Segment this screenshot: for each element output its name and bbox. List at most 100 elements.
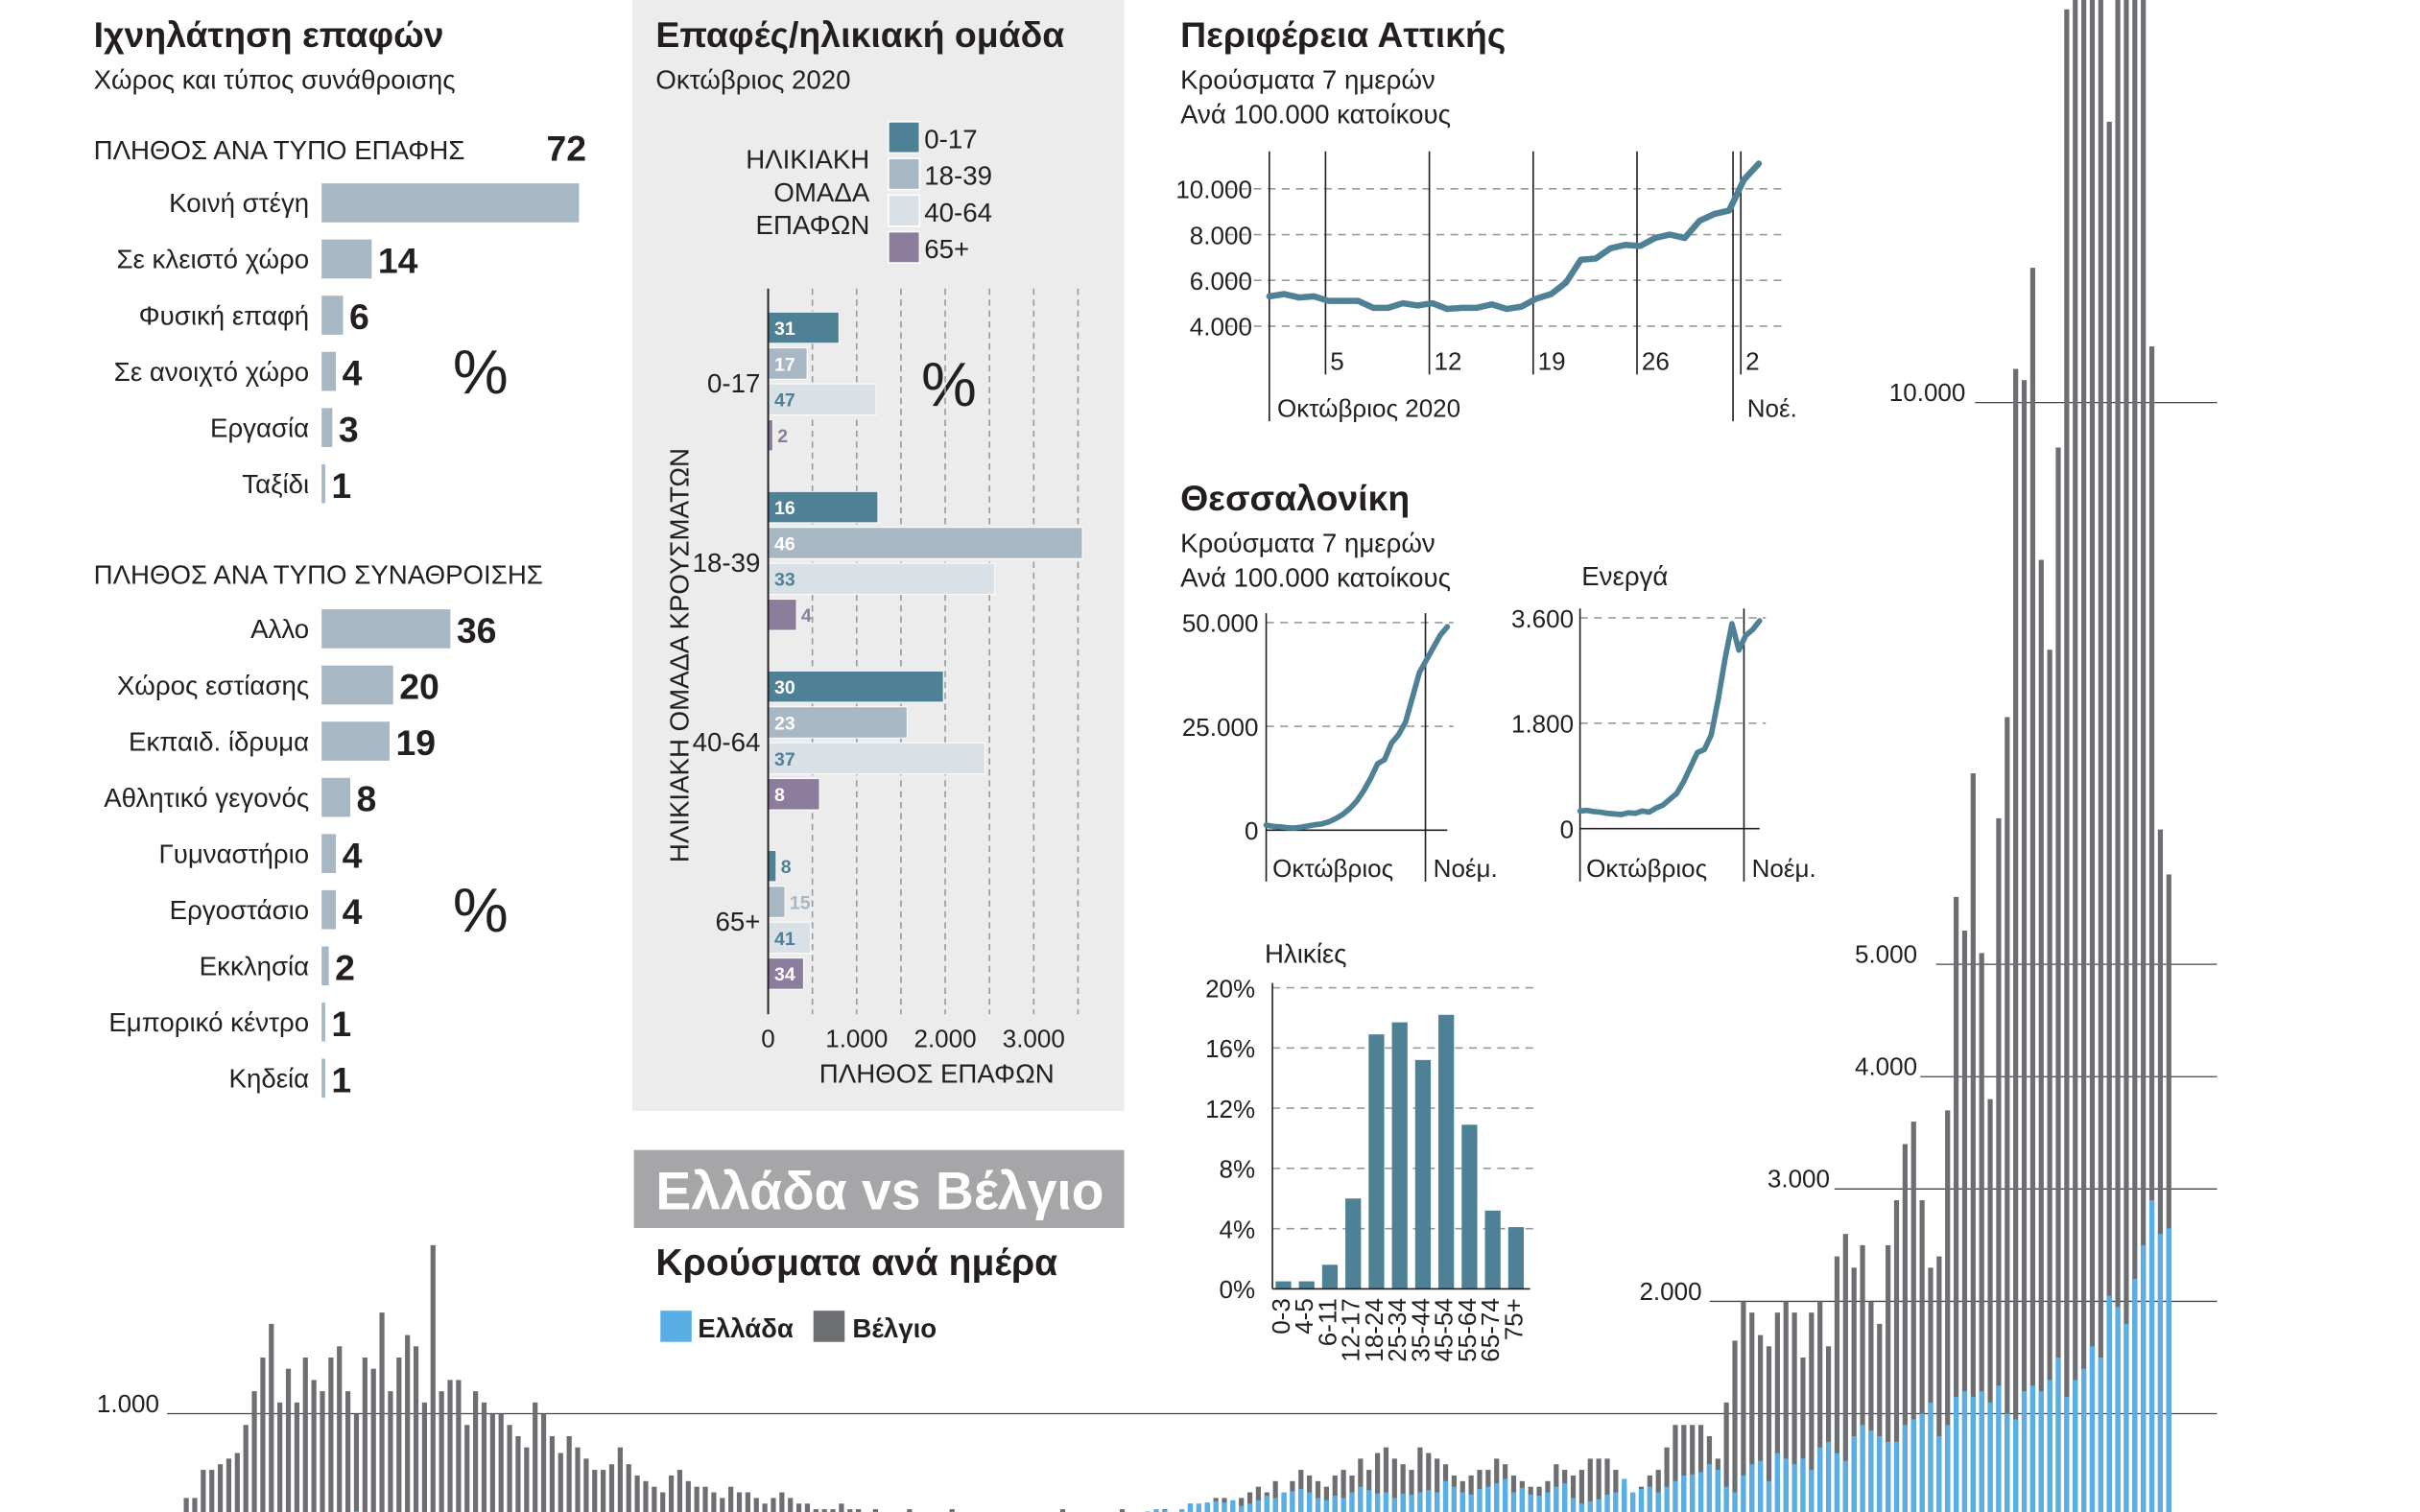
belgium-bar [652,1486,657,1512]
bar-value-label: 36 [457,610,497,650]
greece-bar [1979,1391,1984,1512]
belgium-bar [2148,346,2155,1512]
belgium-bar [1851,1267,1857,1512]
bar-percent-label: 2 [777,426,788,447]
greece-bar [1596,1499,1601,1512]
greece-bar [1562,1483,1568,1512]
belgium-bar [847,1509,853,1512]
month-label: Οκτώβριος 2020 [1277,393,1460,422]
belgium-bar [583,1458,589,1512]
belgium-bar [2166,874,2171,1512]
thessaloniki-subtitle-2: Ανά 100.000 κατοίκους [1180,563,1451,593]
greece-bar [1630,1492,1636,1512]
belgium-bar [1417,1447,1423,1512]
comparison-banner-text: Ελλάδα vs Βέλγιο [655,1161,1103,1220]
greece-bar [1451,1486,1457,1512]
bar [768,921,812,955]
greece-bar [2123,1323,2129,1512]
belgium-bar [2106,121,2112,1512]
belgium-bar [1400,1464,1406,1512]
belgium-bar [320,1391,325,1512]
y-tick-label: 3.600 [1511,604,1574,633]
belgium-bar [533,1402,538,1512]
bar [1484,1210,1501,1289]
greece-bar [2106,1295,2112,1512]
belgium-bar [2098,0,2103,1512]
greece-bar [1230,1500,1236,1512]
belgium-bar [1332,1475,1338,1512]
bar [321,1058,325,1099]
belgium-bar [1391,1458,1397,1512]
y-tick-label: 2.000 [1639,1277,1701,1306]
belgium-bar [1059,1509,1066,1512]
greece-bar [1459,1492,1465,1512]
bar-value-label: 14 [378,241,418,281]
greece-bar [1766,1480,1772,1512]
x-tick-label: 12-17 [1337,1298,1365,1362]
belgium-bar [473,1391,479,1512]
belgium-bar [2021,380,2028,1512]
belgium-bar [311,1380,317,1512]
belgium-bar [634,1475,640,1512]
belgium-bar [676,1470,683,1512]
bar [321,834,337,873]
belgium-bar [1987,1099,1993,1512]
bar-percent-label: 17 [774,354,795,375]
active-cases-title: Ενεργά [1581,561,1668,591]
x-tick-label: 18-24 [1360,1298,1388,1362]
group-label: 40-64 [693,727,761,757]
bar-category-label: Φυσική επαφή [139,300,310,330]
bar-percent-label: 4 [801,605,812,626]
belgium-bar [558,1453,563,1512]
legend-label: 40-64 [924,198,992,227]
legend-label-greece: Ελλάδα [698,1313,794,1343]
greece-bar [2005,1413,2010,1512]
greece-bar [1928,1402,1934,1512]
contacts-age-subtitle: Οκτώβριος 2020 [655,65,850,95]
contact-tracing-title: Ιχνηλάτηση επαφών [94,14,444,55]
belgium-bar [540,1413,547,1512]
belgium-bar [370,1368,376,1512]
group-label: 18-39 [693,548,761,578]
greece-bar [2081,1368,2087,1512]
month-label: Νοέμ. [1752,854,1816,883]
belgium-bar [430,1244,436,1512]
bar [768,562,996,596]
greece-bar [1919,1413,1925,1512]
y-tick-label: 12% [1205,1095,1255,1123]
belgium-bar [1945,1110,1951,1512]
greece-bar [1851,1435,1857,1512]
belgium-bar [685,1480,691,1512]
belgium-bar [515,1435,521,1512]
bar [1414,1059,1432,1289]
bar-category-label: Εργασία [210,413,309,442]
attica-title: Περιφέρεια Αττικής [1180,14,1506,55]
belgium-bar [225,1458,232,1512]
greece-bar [1673,1480,1678,1512]
contacts-age-x-axis-label: ΠΛΗΘΟΣ ΕΠΑΦΩΝ [819,1059,1055,1089]
greece-bar [1153,1509,1159,1512]
greece-bar [1570,1498,1577,1512]
belgium-bar [2089,0,2096,1512]
belgium-bar [1886,1244,1891,1512]
greece-bar [1502,1478,1508,1512]
belgium-bar [2073,0,2078,1512]
belgium-bar [209,1470,215,1512]
greece-bar [1996,1385,2002,1512]
belgium-bar [2115,0,2121,1512]
attica-line [1266,160,1763,313]
greece-bar [1179,1509,1185,1512]
x-tick-label: 3.000 [1003,1024,1065,1052]
comparison-banner [633,1149,1125,1228]
belgium-bar [2132,0,2138,1512]
belgium-bar [839,1503,844,1512]
belgium-bar [813,1509,819,1512]
greece-bar [1783,1458,1789,1512]
y-tick-label: 16% [1205,1034,1255,1063]
greece-bar [1655,1492,1661,1512]
gathering-type-unit: % [453,875,509,945]
bar [321,721,390,761]
x-tick-label: 2.000 [913,1024,976,1052]
greece-bar [1902,1425,1908,1512]
greece-bar [1409,1494,1414,1512]
